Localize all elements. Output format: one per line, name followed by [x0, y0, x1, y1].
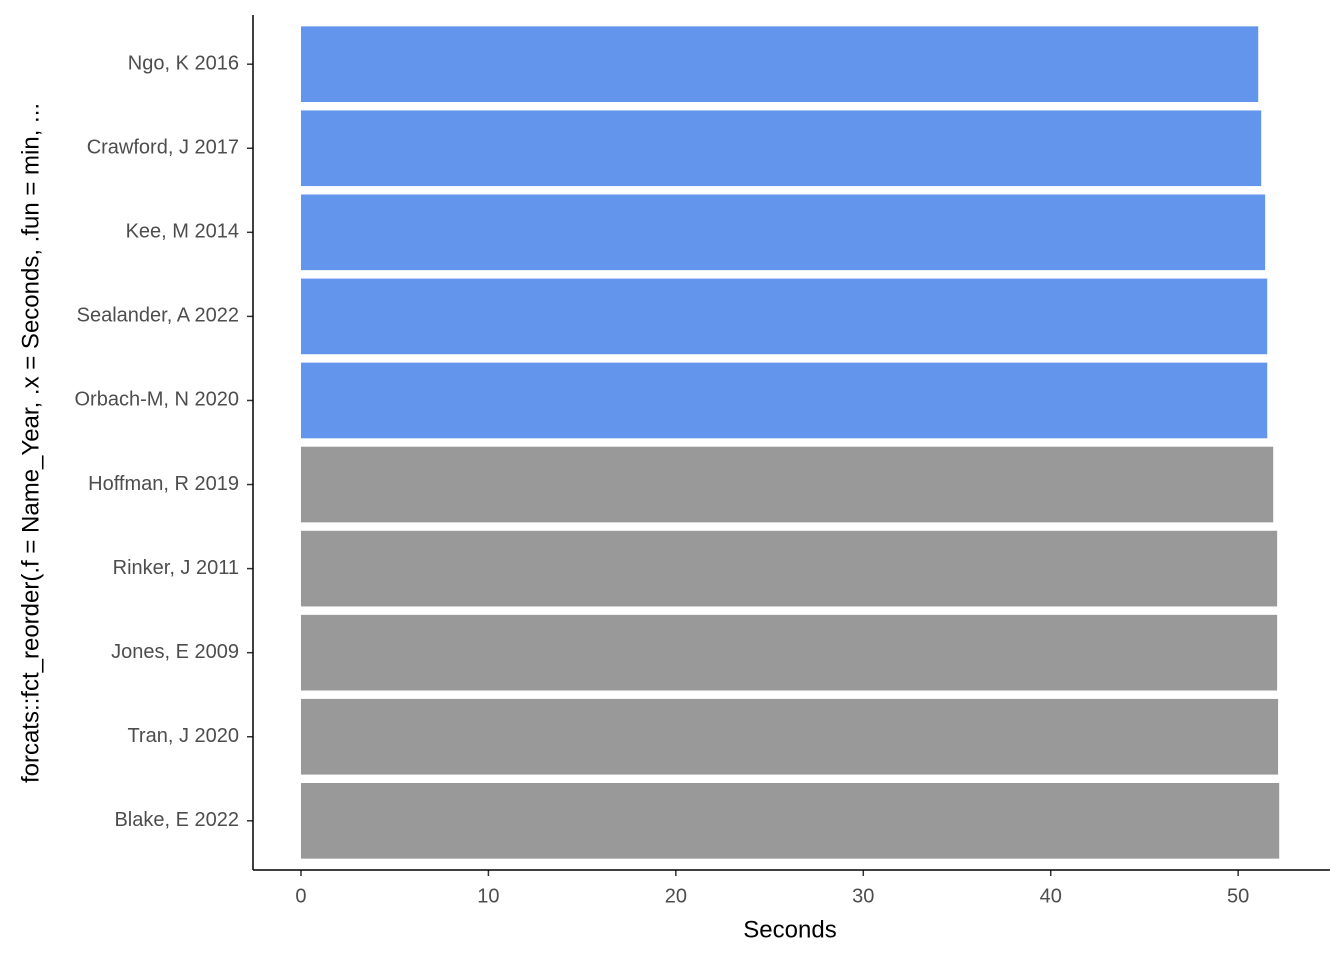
bar [300, 194, 1266, 271]
x-tick-label: 50 [1227, 885, 1249, 907]
y-tick-label: Blake, E 2022 [114, 809, 239, 831]
bar [300, 278, 1268, 355]
y-tick-label: Jones, E 2009 [111, 641, 239, 663]
bar [300, 362, 1268, 439]
y-tick-label: Sealander, A 2022 [77, 305, 239, 327]
y-tick-label: Kee, M 2014 [126, 221, 239, 243]
y-tick-label: Tran, J 2020 [127, 725, 239, 747]
y-axis-title: forcats::fct_reorder(.f = Name_Year, .x … [17, 103, 44, 783]
bar [300, 614, 1278, 691]
y-tick-label: Hoffman, R 2019 [88, 473, 239, 495]
bar [300, 530, 1278, 607]
bar [300, 26, 1259, 103]
y-tick-label: Ngo, K 2016 [128, 52, 239, 74]
bar [300, 110, 1262, 187]
bar [300, 698, 1279, 775]
x-axis-title: Seconds [743, 916, 836, 943]
x-tick-label: 40 [1040, 885, 1062, 907]
x-tick-label: 30 [852, 885, 874, 907]
x-tick-label: 10 [477, 885, 499, 907]
y-tick-label: Orbach-M, N 2020 [74, 389, 239, 411]
bar [300, 446, 1274, 523]
x-tick-label: 20 [665, 885, 687, 907]
y-tick-label: Crawford, J 2017 [87, 137, 239, 159]
bar [300, 782, 1280, 859]
y-tick-label: Rinker, J 2011 [113, 557, 239, 579]
x-tick-label: 0 [295, 885, 306, 907]
